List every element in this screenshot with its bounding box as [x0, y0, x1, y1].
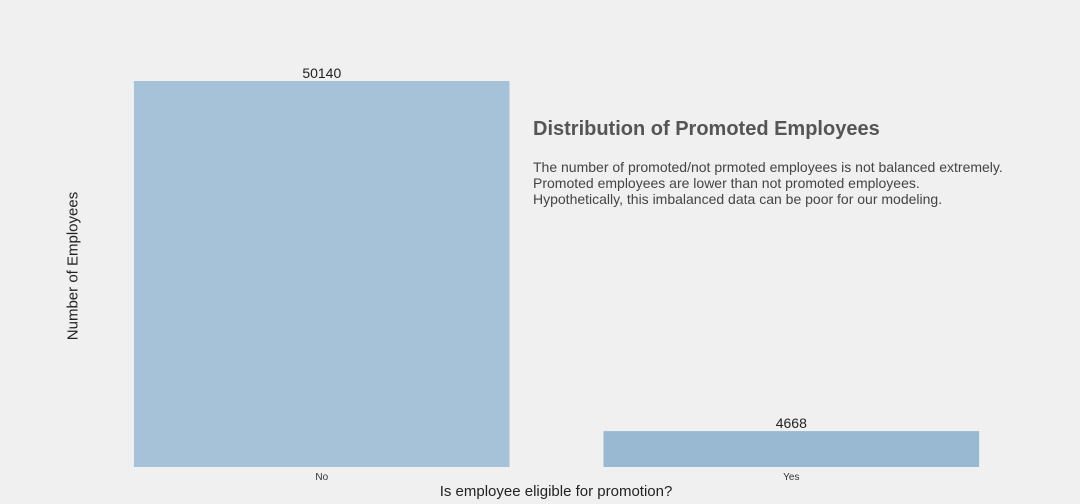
annotation-text: The number of promoted/not prmoted emplo…: [533, 159, 1003, 207]
x-axis-label: Is employee eligible for promotion?: [439, 483, 673, 500]
x-tick-label: No: [315, 472, 328, 483]
annotation-line: The number of promoted/not prmoted emplo…: [533, 159, 1003, 175]
y-axis-label: Number of Employees: [64, 191, 82, 341]
data-label: 50140: [302, 65, 341, 81]
bar-yes: [603, 431, 980, 467]
annotation-line: Promoted employees are lower than not pr…: [533, 175, 920, 191]
x-tick-label: Yes: [783, 472, 799, 483]
annotation-title: Distribution of Promoted Employees: [533, 118, 880, 140]
data-label: 4668: [776, 415, 807, 431]
bar-no: [133, 81, 510, 467]
annotation-line: Hypothetically, this imbalanced data can…: [533, 191, 943, 207]
